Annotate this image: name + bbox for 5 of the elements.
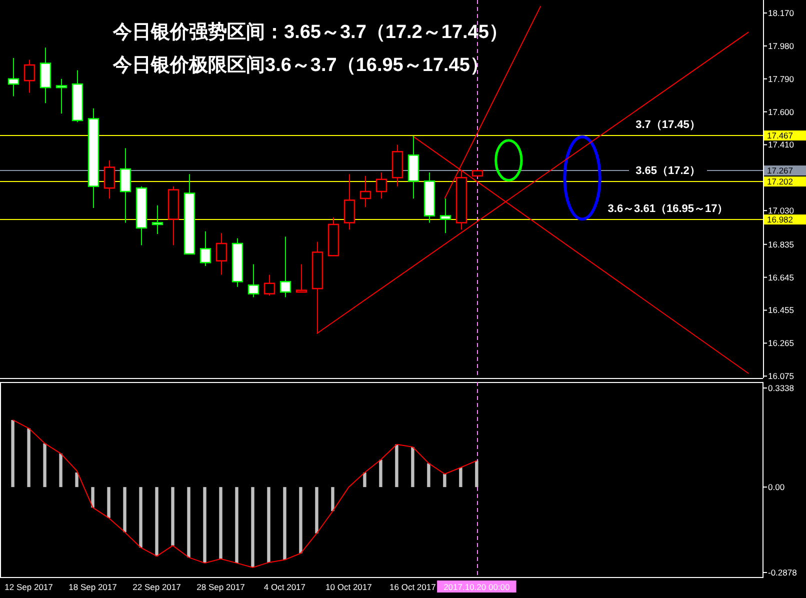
annotation: 3.6～3.61（16.95～17） bbox=[608, 202, 728, 215]
title: 今日银价强势区间：3.65～3.7（17.2～17.45） bbox=[113, 22, 508, 43]
subtitle: 今日银价极限区间3.6～3.7（16.95～17.45） bbox=[113, 55, 489, 76]
annotation: 3.7（17.45） bbox=[636, 118, 700, 131]
annotation: 3.65（17.2） bbox=[636, 164, 700, 177]
